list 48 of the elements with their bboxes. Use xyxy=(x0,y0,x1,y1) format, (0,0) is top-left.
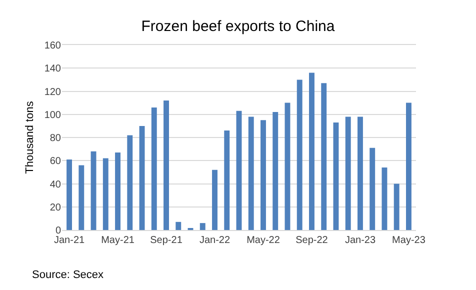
bar xyxy=(164,100,169,230)
bar xyxy=(248,116,254,230)
x-tick-label: May-21 xyxy=(101,235,135,246)
bar xyxy=(382,168,388,230)
bar xyxy=(66,159,72,230)
x-tick-label: May-22 xyxy=(246,235,280,246)
bar xyxy=(151,107,157,230)
source-note: Source: Secex xyxy=(32,269,104,281)
bar xyxy=(321,83,327,230)
x-tick-label: Jan-21 xyxy=(54,235,85,246)
bar xyxy=(358,116,363,230)
x-tick-label: Jan-22 xyxy=(199,235,230,246)
x-tick-label: Sep-22 xyxy=(296,235,328,246)
bar xyxy=(309,72,314,230)
bar xyxy=(284,102,290,230)
y-tick-label: 40 xyxy=(50,179,62,190)
y-tick-label: 100 xyxy=(44,110,62,121)
y-tick-label: 160 xyxy=(44,40,62,52)
bar xyxy=(260,120,266,230)
y-tick-label: 140 xyxy=(44,64,62,75)
bar xyxy=(224,130,230,230)
y-tick-label: 120 xyxy=(44,86,62,98)
bar xyxy=(127,135,133,230)
bar xyxy=(406,102,412,230)
x-tick-label: Jan-23 xyxy=(344,235,376,246)
bar xyxy=(333,122,339,230)
bar xyxy=(272,112,278,230)
bar xyxy=(212,170,218,230)
bar xyxy=(200,223,206,230)
bar xyxy=(394,184,400,230)
y-axis-title: Thousand tons xyxy=(24,100,36,174)
bar xyxy=(176,222,182,230)
bar xyxy=(345,116,351,230)
x-tick-label: May-23 xyxy=(392,235,426,246)
bar xyxy=(296,80,302,230)
bar xyxy=(102,158,108,230)
chart-title: Frozen beef exports to China xyxy=(141,18,336,35)
y-tick-label: 60 xyxy=(50,156,62,168)
x-tick-label: Sep-21 xyxy=(150,235,183,246)
y-tick-label: 20 xyxy=(50,202,62,214)
y-tick-label: 0 xyxy=(55,226,62,236)
y-tick-label: 80 xyxy=(50,133,62,144)
bar xyxy=(115,152,120,230)
bar xyxy=(90,151,96,230)
bar xyxy=(139,126,145,230)
bar xyxy=(78,165,84,230)
bar xyxy=(370,148,376,230)
bar xyxy=(236,110,242,230)
